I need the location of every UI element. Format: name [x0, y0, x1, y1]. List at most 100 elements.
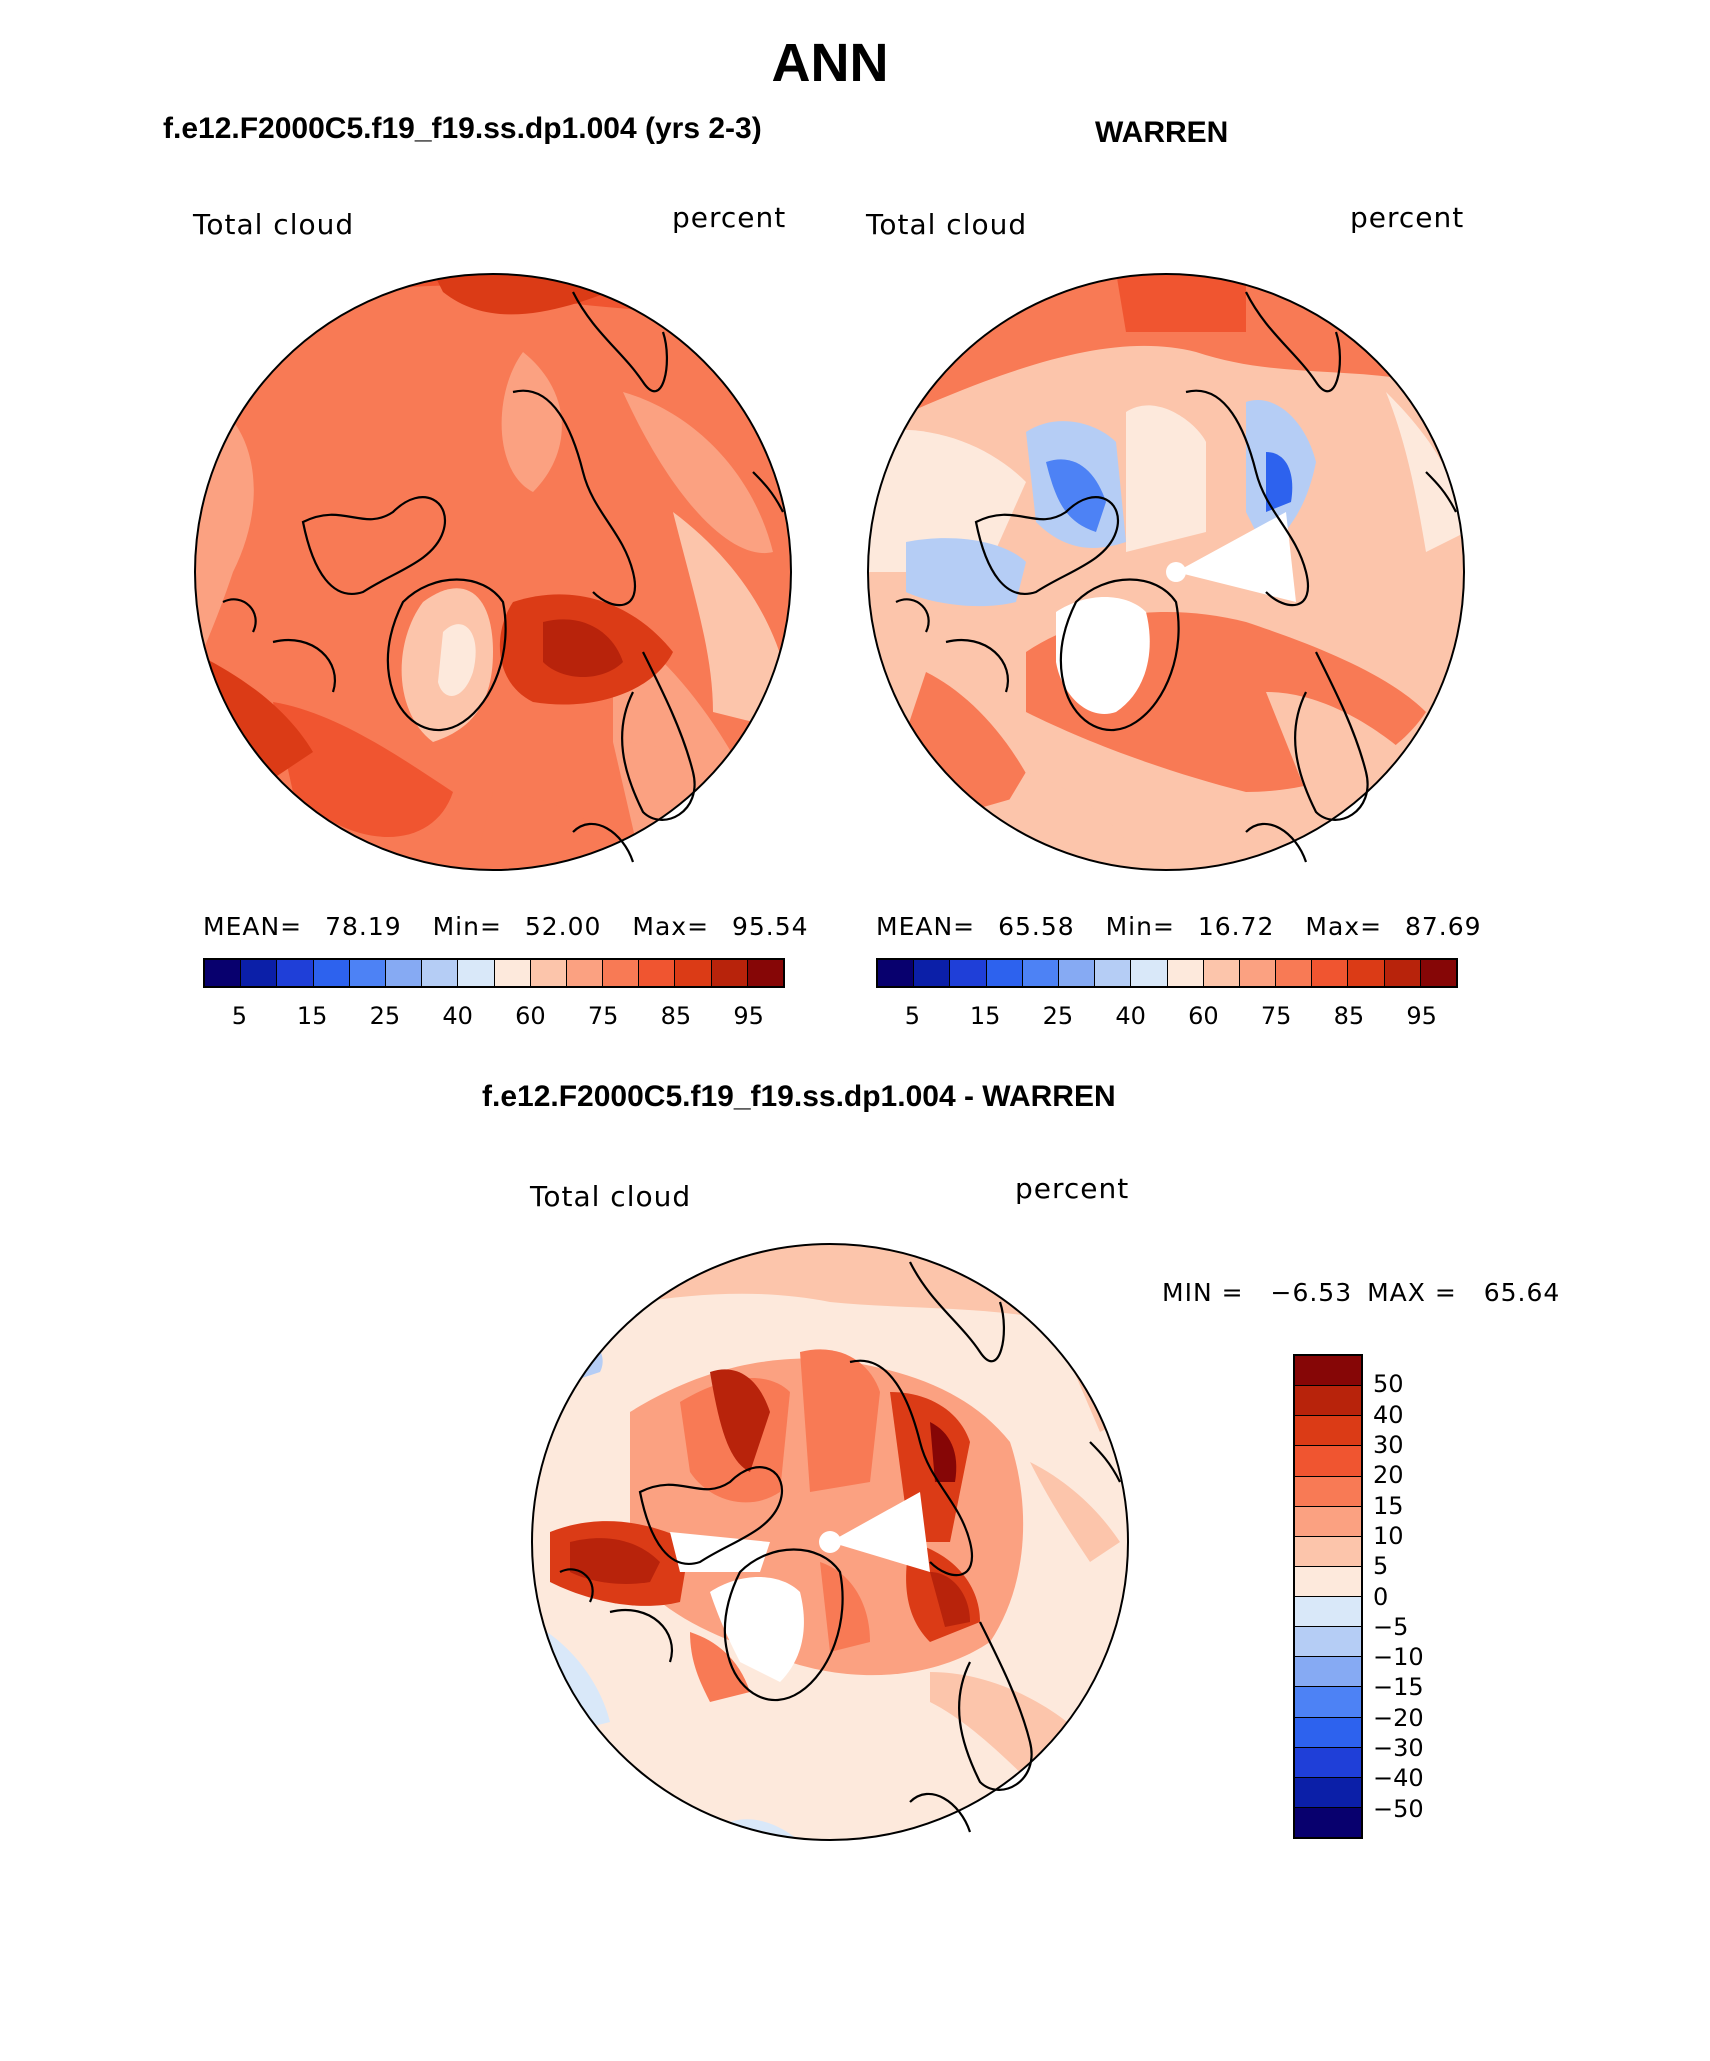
obs-mean-value: 65.58: [998, 912, 1075, 941]
colorbar-tick-label: 50: [1373, 1370, 1404, 1399]
colorbar-tick-label: 30: [1373, 1430, 1404, 1459]
colorbar-swatch: [1295, 1476, 1361, 1507]
colorbar-swatch: [241, 960, 278, 986]
colorbar-tick-label: 95: [1406, 1002, 1437, 1030]
colorbar-tick-label: −20: [1373, 1703, 1424, 1732]
model-polar-map: [194, 273, 792, 871]
colorbar-swatch: [914, 960, 951, 986]
colorbar-tick-label: −50: [1373, 1794, 1424, 1823]
colorbar-swatch: [1295, 1356, 1361, 1387]
model-min-label: Min=: [432, 912, 502, 941]
colorbar-swatch: [1239, 960, 1277, 986]
colorbar-tick-label: 10: [1373, 1521, 1404, 1550]
obs-units-label: percent: [1350, 201, 1465, 234]
colorbar-swatch: [277, 960, 314, 986]
obs-variable-label: Total cloud: [866, 208, 1028, 241]
diff-polar-map: [531, 1243, 1129, 1841]
colorbar-tick-label: 25: [1042, 1002, 1074, 1030]
colorbar-swatch: [1203, 960, 1240, 986]
diff-case-title: f.e12.F2000C5.f19_f19.ss.dp1.004 - WARRE…: [482, 1080, 1116, 1113]
obs-case-title: WARREN: [1095, 116, 1229, 149]
colorbar-swatch: [1420, 960, 1456, 986]
diff-minmax-line: MIN = −6.53 MAX = 65.64: [1162, 1278, 1560, 1307]
colorbar-swatch: [530, 960, 567, 986]
colorbar-tick-label: 25: [369, 1002, 401, 1030]
colorbar-tick-label: 75: [1260, 1002, 1292, 1030]
colorbar-swatch: [639, 960, 676, 986]
model-mean-label: MEAN=: [203, 912, 303, 941]
colorbar-swatch: [1295, 1597, 1361, 1628]
model-colorbar: [203, 958, 785, 988]
colorbar-swatch: [385, 960, 423, 986]
colorbar-tick-label: 5: [1373, 1552, 1389, 1581]
colorbar-swatch: [349, 960, 386, 986]
figure-title: ANN: [771, 33, 889, 93]
model-min-value: 52.00: [524, 912, 602, 941]
colorbar-tick-label: 0: [1373, 1582, 1389, 1611]
colorbar-tick-label: 60: [1188, 1002, 1219, 1030]
colorbar-swatch: [566, 960, 604, 986]
colorbar-tick-label: 15: [969, 1002, 1001, 1030]
colorbar-tick-label: −30: [1373, 1734, 1424, 1763]
colorbar-tick-label: 40: [1373, 1400, 1404, 1429]
colorbar-tick-label: 15: [1373, 1491, 1404, 1520]
colorbar-tick-label: 40: [1115, 1002, 1146, 1030]
colorbar-swatch: [950, 960, 987, 986]
colorbar-tick-label: −10: [1373, 1643, 1424, 1672]
colorbar-swatch: [1295, 1807, 1361, 1837]
colorbar-swatch: [603, 960, 640, 986]
model-max-label: Max=: [632, 912, 710, 941]
colorbar-swatch: [1312, 960, 1349, 986]
diff-max-label: MAX =: [1367, 1278, 1457, 1307]
colorbar-tick-label: 75: [587, 1002, 619, 1030]
obs-max-value: 87.69: [1405, 912, 1482, 941]
colorbar-swatch: [1295, 1627, 1361, 1658]
model-stats-line: MEAN= 78.19 Min= 52.00 Max= 95.54: [203, 912, 809, 941]
colorbar-tick-label: 5: [231, 1002, 248, 1030]
model-case-title: f.e12.F2000C5.f19_f19.ss.dp1.004 (yrs 2-…: [163, 112, 762, 145]
diff-min-label: MIN =: [1162, 1278, 1244, 1307]
colorbar-swatch: [747, 960, 783, 986]
colorbar-swatch: [675, 960, 712, 986]
colorbar-tick-label: 40: [442, 1002, 473, 1030]
obs-min-value: 16.72: [1197, 912, 1275, 941]
colorbar-swatch: [1095, 960, 1132, 986]
model-units-label: percent: [672, 201, 787, 234]
colorbar-swatch: [1295, 1536, 1361, 1567]
obs-polar-map: [867, 273, 1465, 871]
colorbar-swatch: [1022, 960, 1059, 986]
colorbar-swatch: [711, 960, 748, 986]
colorbar-swatch: [878, 960, 915, 986]
colorbar-swatch: [422, 960, 459, 986]
colorbar-tick-label: 5: [904, 1002, 921, 1030]
colorbar-swatch: [1295, 1446, 1361, 1477]
colorbar-swatch: [1295, 1566, 1361, 1597]
colorbar-tick-label: −15: [1373, 1673, 1424, 1702]
colorbar-swatch: [1295, 1717, 1361, 1748]
colorbar-swatch: [1058, 960, 1096, 986]
colorbar-swatch: [205, 960, 242, 986]
obs-min-label: Min=: [1105, 912, 1175, 941]
obs-colorbar: [876, 958, 1458, 988]
colorbar-swatch: [1276, 960, 1313, 986]
colorbar-tick-label: 20: [1373, 1461, 1404, 1490]
colorbar-swatch: [1295, 1657, 1361, 1688]
obs-mean-label: MEAN=: [876, 912, 976, 941]
colorbar-tick-label: 85: [660, 1002, 692, 1030]
colorbar-swatch: [1295, 1777, 1361, 1808]
diff-colorbar: [1293, 1354, 1363, 1839]
diff-min-value: −6.53: [1270, 1278, 1353, 1307]
colorbar-swatch: [1295, 1386, 1361, 1417]
obs-max-label: Max=: [1305, 912, 1383, 941]
diff-max-value: 65.64: [1483, 1278, 1561, 1307]
obs-stats-line: MEAN= 65.58 Min= 16.72 Max= 87.69: [876, 912, 1482, 941]
colorbar-swatch: [313, 960, 350, 986]
colorbar-tick-label: −40: [1373, 1764, 1424, 1793]
colorbar-swatch: [1295, 1416, 1361, 1447]
colorbar-swatch: [1384, 960, 1421, 986]
colorbar-swatch: [986, 960, 1023, 986]
model-variable-label: Total cloud: [193, 208, 355, 241]
colorbar-swatch: [1295, 1506, 1361, 1537]
colorbar-tick-label: −5: [1373, 1612, 1409, 1641]
colorbar-tick-label: 85: [1333, 1002, 1365, 1030]
